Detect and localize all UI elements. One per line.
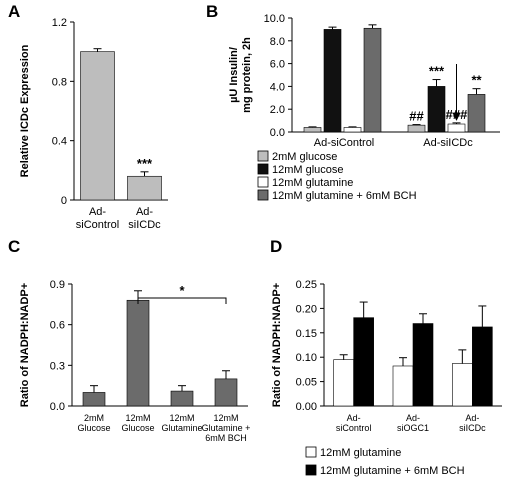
legend-swatch <box>257 150 269 162</box>
y-tick-label: 2.0 <box>270 104 285 116</box>
y-axis-label: Relative ICDc Expression <box>19 44 31 177</box>
legend-entry: 12mM glutamine + 6mM BCH <box>320 465 465 477</box>
y-tick-label: 0.9 <box>50 279 65 291</box>
legend-swatch <box>305 464 317 476</box>
category-label: Ad-siICDc <box>128 206 161 231</box>
bar <box>214 378 238 407</box>
category-label: Ad-siICDc <box>459 413 486 433</box>
significance-bracket <box>137 297 227 304</box>
legend-swatch <box>257 163 269 175</box>
bar <box>333 359 354 407</box>
panel-b: 0.0 2.0 4.0 6.0 8.0 10.0 BµU Insulin/mg protei… <box>206 2 500 202</box>
y-tick-label: 0 <box>61 195 67 207</box>
category-label: 2mM Glucose <box>77 413 110 433</box>
legend-entry: 12mM glutamine <box>320 447 401 459</box>
y-tick-label: 0.10 <box>296 352 317 364</box>
bar <box>467 94 486 133</box>
panel-letter: A <box>8 2 20 21</box>
significance-label: *** <box>429 64 445 79</box>
arrow-head <box>452 112 461 121</box>
category-label: Ad-siControl <box>314 137 375 149</box>
panel-letter: C <box>8 237 20 256</box>
bar <box>447 123 466 133</box>
bar <box>170 390 194 407</box>
category-label: Ad-siOGC1 <box>397 413 429 433</box>
legend-swatch <box>257 189 269 201</box>
y-tick-label: 4.0 <box>270 81 285 93</box>
category-label: 12mM Glutamine +6mM BCH <box>202 413 251 443</box>
bar <box>127 175 162 201</box>
y-tick-label: 0.0 <box>270 127 285 139</box>
bar <box>452 363 473 407</box>
bar <box>303 127 322 133</box>
category-label: Ad-siControl <box>336 413 372 433</box>
y-tick-label: 0.00 <box>296 401 317 413</box>
legend-swatch <box>257 176 269 188</box>
y-axis-label: µU Insulin/mg protein, 2h <box>228 37 253 113</box>
significance-label: *** <box>137 156 153 171</box>
y-tick-label: 0.8 <box>52 76 67 88</box>
bar <box>82 392 106 407</box>
bar <box>353 317 374 407</box>
bar <box>427 86 446 133</box>
bar <box>363 27 382 133</box>
category-label: 12mM Glucose <box>121 413 154 433</box>
y-tick-label: 0.15 <box>296 328 317 340</box>
bar <box>323 29 342 133</box>
significance-label: ## <box>409 109 424 124</box>
panel-c: 0.0 0.3 0.6 0.9 C Ratio of NADPH:NADP+ 2mM Gluc… <box>8 237 250 443</box>
panel-a: 0 0.4 0.8 1.2 A Relative ICDc Expression Ad-si… <box>8 2 168 231</box>
y-tick-label: 0.0 <box>50 401 65 413</box>
y-axis-label: Ratio of NADPH:NADP+ <box>19 283 31 407</box>
bar <box>412 323 434 407</box>
y-tick-label: 0.4 <box>52 136 67 148</box>
bar <box>407 124 426 133</box>
y-tick-label: 6.0 <box>270 59 285 71</box>
significance-label: ** <box>471 73 482 88</box>
legend-entry: 12mM glucose <box>272 164 344 176</box>
y-axis-label: Ratio of NADPH:NADP+ <box>271 283 283 407</box>
category-label: Ad-siControl <box>76 206 119 231</box>
y-tick-label: 10.0 <box>264 13 285 25</box>
legend-entry: 2mM glucose <box>272 151 337 163</box>
category-label: 12mM Glutamine <box>161 413 202 433</box>
bar <box>472 326 493 407</box>
panel-letter: B <box>206 2 218 21</box>
bar <box>392 365 414 407</box>
bar <box>343 127 362 133</box>
bar <box>126 299 150 407</box>
y-tick-label: 8.0 <box>270 36 285 48</box>
y-tick-label: 0.20 <box>296 303 317 315</box>
category-label: Ad-siICDc <box>423 137 473 149</box>
y-tick-label: 0.25 <box>296 279 317 291</box>
y-tick-label: 1.2 <box>52 17 67 29</box>
legend-entry: 12mM glutamine <box>272 177 353 189</box>
legend-swatch <box>305 446 317 458</box>
y-tick-label: 0.05 <box>296 377 317 389</box>
panel-letter: D <box>270 237 282 256</box>
y-tick-label: 0.6 <box>50 320 65 332</box>
panel-d: 0.00 0.05 0.10 0.15 0.20 0.25 D Ratio of NADPH:… <box>270 237 502 477</box>
legend-entry: 12mM glutamine + 6mM BCH <box>272 190 417 202</box>
bar <box>80 51 115 201</box>
y-tick-label: 0.3 <box>50 360 65 372</box>
significance-label: * <box>179 283 185 298</box>
